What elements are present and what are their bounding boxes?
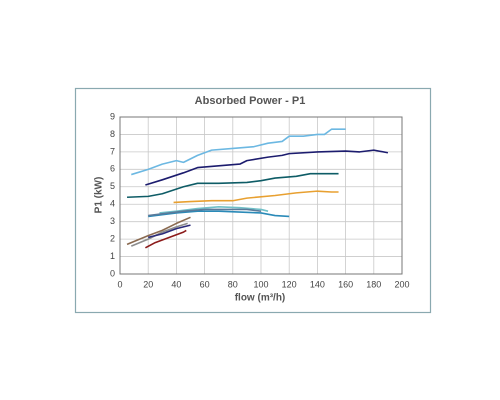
- series-line: [130, 222, 188, 247]
- y-tick-label: 2: [110, 233, 115, 243]
- x-tick-label: 160: [338, 279, 353, 289]
- series-line: [148, 224, 191, 239]
- y-tick-label: 9: [110, 111, 115, 121]
- x-tick-label: 180: [366, 279, 381, 289]
- y-axis-label: P1 (kW): [94, 177, 105, 214]
- series-line: [145, 229, 187, 249]
- y-tick-label: 6: [110, 164, 115, 174]
- series-line: [148, 210, 290, 218]
- x-tick-label: 60: [200, 279, 210, 289]
- x-tick-label: 20: [143, 279, 153, 289]
- x-axis-label: flow (m³/h): [235, 293, 286, 304]
- frame: [74, 87, 432, 314]
- series-line: [159, 206, 269, 214]
- y-tick-label: 7: [110, 146, 115, 156]
- x-tick-label: 40: [171, 279, 181, 289]
- x-tick-label: 0: [117, 279, 122, 289]
- y-tick-label: 4: [110, 199, 115, 209]
- series-line: [173, 190, 339, 204]
- y-tick-label: 0: [110, 268, 115, 278]
- x-tick-label: 120: [282, 279, 297, 289]
- x-tick-label: 100: [253, 279, 268, 289]
- series-line: [131, 128, 346, 176]
- x-tick-label: 140: [310, 279, 325, 289]
- series-line: [148, 208, 262, 217]
- series-line: [126, 216, 191, 246]
- series-line: [127, 172, 339, 199]
- series-line: [145, 149, 389, 186]
- x-tick-label: 80: [228, 279, 238, 289]
- y-tick-label: 8: [110, 129, 115, 139]
- chart-title: Absorbed Power - P1: [195, 95, 306, 107]
- plot-border: [119, 116, 403, 275]
- x-tick-label: 200: [394, 279, 409, 289]
- y-tick-label: 5: [110, 181, 115, 191]
- y-tick-label: 3: [110, 216, 115, 226]
- y-tick-label: 1: [110, 251, 115, 261]
